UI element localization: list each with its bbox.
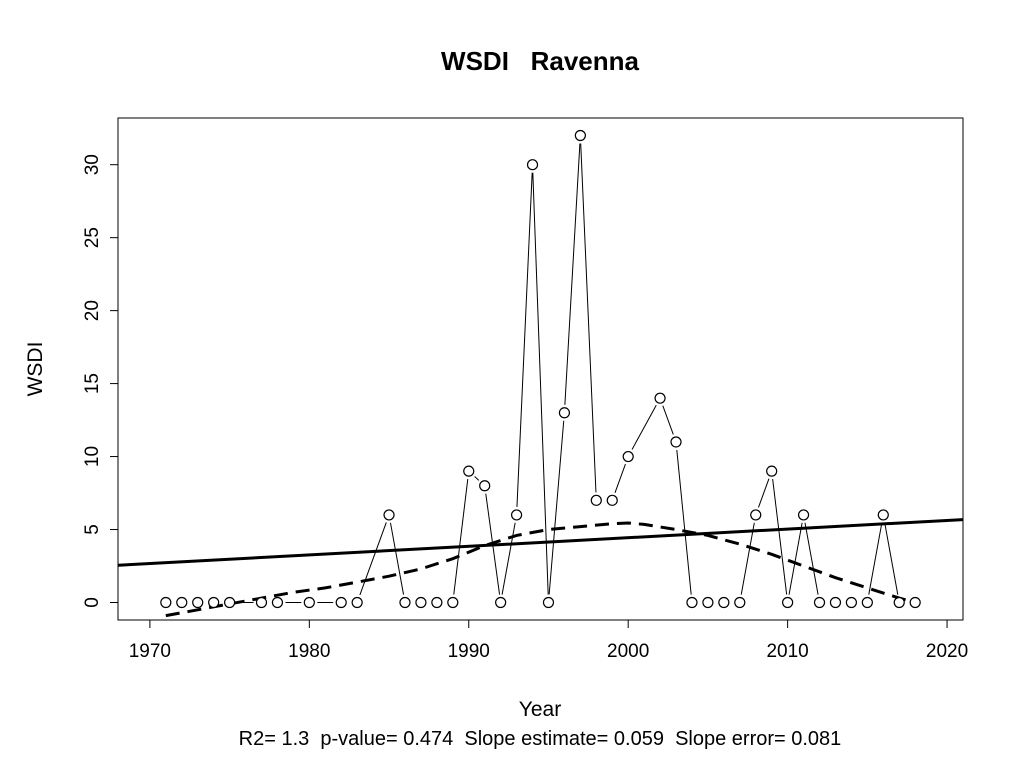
data-point (255, 596, 268, 609)
x-tick-label: 1980 (288, 641, 330, 662)
data-point (654, 392, 666, 404)
y-tick-label: 15 (82, 373, 103, 394)
y-tick-label: 5 (82, 524, 103, 535)
data-point (893, 596, 905, 609)
plot-frame (117, 117, 964, 621)
x-axis: 1970 1980 1990 2000 2010 2020 (129, 619, 968, 662)
trend-line (117, 518, 964, 567)
data-point (797, 509, 810, 521)
series-segment (884, 522, 899, 595)
data-point (877, 509, 889, 521)
data-point (399, 596, 411, 609)
data-point (574, 129, 586, 142)
data-point (383, 509, 395, 521)
series-segment (580, 143, 597, 493)
data-point (718, 596, 730, 609)
data-point (335, 596, 347, 609)
data-point (861, 596, 873, 609)
data-point (606, 494, 618, 506)
data-point (845, 596, 857, 609)
data-point (813, 596, 826, 609)
data-point (590, 494, 602, 506)
data-point (766, 465, 778, 477)
series-segment (676, 449, 692, 595)
data-point (670, 436, 682, 448)
data-point (160, 596, 172, 609)
data-point (510, 509, 523, 521)
y-tick-label: 25 (82, 227, 103, 248)
data-points (160, 129, 921, 609)
series-segment (516, 172, 533, 507)
x-tick-label: 1970 (129, 641, 171, 662)
y-tick-label: 20 (82, 300, 103, 321)
series-segment (485, 493, 501, 595)
y-tick-label: 0 (82, 597, 103, 608)
y-tick-label: 10 (82, 446, 103, 467)
data-point (782, 596, 794, 609)
series-segment (868, 522, 883, 595)
data-point (192, 596, 204, 609)
series-segment (501, 522, 516, 595)
series-segment (772, 479, 788, 595)
data-point (909, 596, 921, 609)
series-segment (662, 405, 674, 435)
series-segment (453, 479, 469, 595)
x-tick-label: 2020 (926, 641, 968, 662)
data-point (750, 509, 762, 521)
series-segment (359, 522, 387, 596)
data-point (542, 596, 555, 609)
data-point (176, 596, 188, 609)
x-tick-label: 2010 (766, 641, 808, 662)
data-point (431, 596, 443, 609)
series-segment (631, 404, 657, 450)
data-point (526, 159, 539, 171)
data-point (495, 596, 507, 609)
series-segment (532, 172, 549, 595)
y-tick-label: 30 (82, 154, 103, 175)
data-point (479, 480, 491, 492)
data-point (734, 596, 746, 609)
y-axis-label: WSDI (24, 342, 47, 397)
data-point (415, 596, 427, 609)
series-segment (788, 522, 803, 595)
series-segment (740, 522, 755, 595)
data-point (463, 465, 475, 477)
data-point (224, 596, 236, 609)
stats-text: R2= 1.3 p-value= 0.474 Slope estimate= 0… (239, 728, 842, 750)
series-segment (548, 420, 565, 595)
data-point (208, 596, 220, 609)
x-axis-label: Year (519, 698, 561, 721)
data-point (829, 596, 842, 609)
x-tick-label: 1990 (448, 641, 490, 662)
series-segment (474, 476, 480, 481)
data-point (702, 596, 714, 609)
data-point (351, 596, 363, 609)
x-tick-label: 2000 (607, 641, 649, 662)
data-point (447, 596, 459, 609)
series-segment (389, 522, 405, 595)
data-point (558, 407, 571, 419)
data-point (303, 596, 315, 609)
chart-title: WSDI Ravenna (441, 46, 639, 76)
smooth-line (165, 521, 916, 618)
series-segment (614, 463, 626, 493)
series-segment (564, 143, 581, 405)
data-point (271, 596, 284, 609)
data-point (686, 596, 698, 609)
y-axis: 0 5 10 15 20 25 30 (82, 154, 119, 608)
series-segment (758, 478, 770, 508)
data-point (622, 450, 634, 463)
series-segment (804, 522, 819, 595)
plot-lines (117, 143, 964, 618)
